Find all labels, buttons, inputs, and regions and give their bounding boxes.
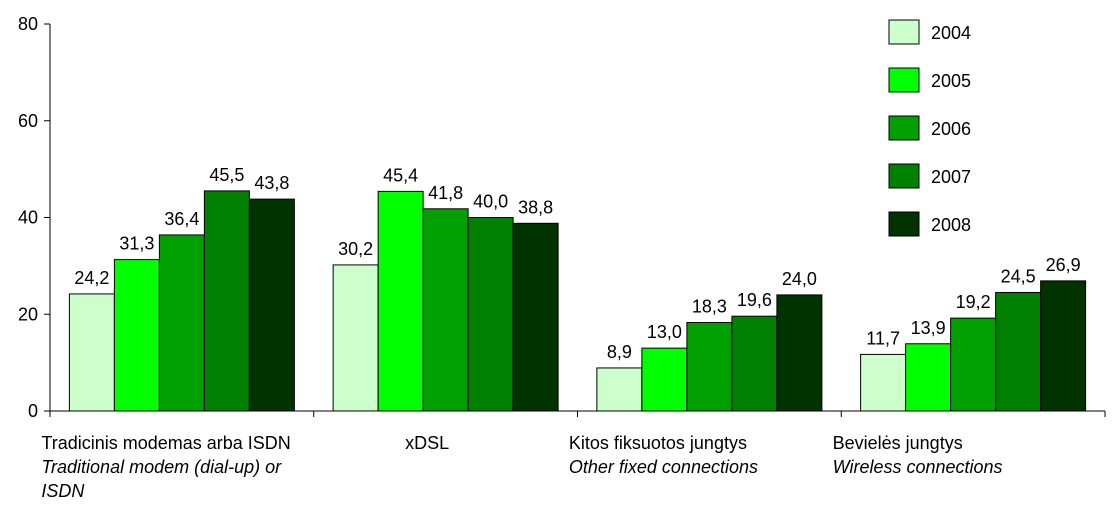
data-label: 45,5 bbox=[209, 165, 244, 185]
data-label: 19,6 bbox=[737, 290, 772, 310]
y-tick-label: 40 bbox=[18, 208, 38, 228]
y-tick-label: 60 bbox=[18, 111, 38, 131]
data-label: 13,0 bbox=[647, 322, 682, 342]
bars bbox=[68, 190, 1087, 412]
x-axis bbox=[49, 410, 1106, 417]
bar bbox=[422, 208, 469, 412]
legend-label: 2006 bbox=[931, 119, 971, 139]
bar bbox=[731, 315, 778, 412]
legend-label: 2004 bbox=[931, 23, 971, 43]
data-label: 26,9 bbox=[1046, 255, 1081, 275]
data-label: 24,2 bbox=[74, 268, 109, 288]
bar bbox=[860, 353, 907, 412]
data-label: 11,7 bbox=[866, 328, 900, 348]
legend-swatch bbox=[888, 211, 920, 237]
data-label: 31,3 bbox=[119, 234, 154, 254]
bar bbox=[1040, 280, 1087, 412]
data-label: 40,0 bbox=[473, 192, 508, 212]
bar bbox=[512, 222, 559, 412]
data-label: 8,9 bbox=[607, 342, 632, 362]
legend-label: 2008 bbox=[931, 215, 971, 235]
data-label: 18,3 bbox=[692, 296, 727, 316]
legend-swatch bbox=[888, 67, 920, 93]
bar bbox=[377, 190, 424, 412]
data-label: 43,8 bbox=[254, 173, 289, 193]
category-label: Bevielės jungtys bbox=[833, 433, 963, 453]
y-tick-label: 80 bbox=[18, 14, 38, 34]
data-label: 45,4 bbox=[383, 165, 418, 185]
data-label: 30,2 bbox=[338, 239, 373, 259]
data-label: 41,8 bbox=[428, 183, 463, 203]
bar bbox=[113, 259, 160, 412]
legend-label: 2005 bbox=[931, 71, 971, 91]
y-axis: 0 20 40 60 80 bbox=[18, 14, 51, 421]
bar bbox=[248, 198, 295, 412]
legend-swatch bbox=[888, 19, 920, 45]
legend-swatch bbox=[888, 163, 920, 189]
category-label: Other fixed connections bbox=[569, 457, 758, 477]
legend-label: 2007 bbox=[931, 167, 971, 187]
legend: 2004 2005 2006 2007 2008 bbox=[888, 19, 971, 237]
bar bbox=[641, 347, 688, 412]
bar bbox=[776, 294, 823, 412]
value-labels: 24,2 30,2 8,9 11,7 31,3 45,4 13,0 13,9 36,4 41,8 1… bbox=[74, 165, 1080, 362]
category-label: Kitos fiksuotos jungtys bbox=[569, 433, 747, 453]
bar bbox=[686, 321, 733, 412]
y-tick-label: 0 bbox=[28, 401, 38, 421]
category-label: ISDN bbox=[41, 481, 85, 501]
bar bbox=[596, 367, 643, 412]
data-label: 38,8 bbox=[518, 197, 553, 217]
data-label: 24,0 bbox=[782, 269, 817, 289]
category-label: xDSL bbox=[405, 433, 449, 453]
category-label: Tradicinis modemas arba ISDN bbox=[41, 433, 290, 453]
category-label: Traditional modem (dial-up) or bbox=[41, 457, 282, 477]
data-label: 24,5 bbox=[1001, 266, 1036, 286]
bar bbox=[995, 291, 1042, 412]
legend-swatch bbox=[888, 115, 920, 141]
category-label: Wireless connections bbox=[833, 457, 1003, 477]
data-label: 36,4 bbox=[164, 209, 199, 229]
bar bbox=[158, 234, 205, 412]
bar bbox=[905, 343, 952, 412]
data-label: 13,9 bbox=[911, 318, 946, 338]
bar bbox=[203, 190, 250, 412]
y-tick-label: 20 bbox=[18, 304, 38, 324]
bar bbox=[467, 217, 514, 412]
category-labels: Tradicinis modemas arba ISDN Traditional … bbox=[41, 433, 1002, 501]
bar bbox=[68, 293, 115, 412]
bar bbox=[332, 264, 379, 412]
bar bbox=[950, 317, 997, 412]
data-label: 19,2 bbox=[956, 292, 991, 312]
